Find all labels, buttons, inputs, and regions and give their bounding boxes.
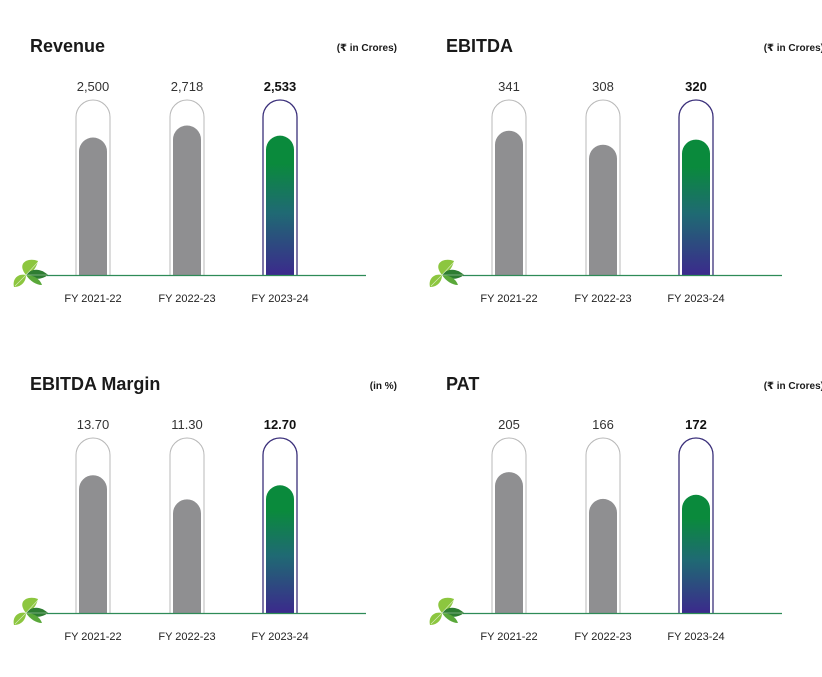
ebitda-chart: 341 FY 2021-22 308 FY 2022-23 320 FY 2023-24 bbox=[429, 79, 782, 305]
chart-title: EBITDA bbox=[446, 36, 513, 56]
value-label: 166 bbox=[592, 417, 614, 432]
pat-chart: 205 FY 2021-22 166 FY 2022-23 172 FY 2023-24 bbox=[429, 417, 782, 643]
value-label: 320 bbox=[685, 79, 707, 94]
chart-title: Revenue bbox=[30, 36, 106, 56]
revenue-chart: 2,500 FY 2021-22 2,718 FY 2022-23 2,533 FY 20… bbox=[13, 79, 366, 305]
chart-unit: (in %) bbox=[369, 381, 397, 392]
bar bbox=[266, 135, 294, 275]
category-label: FY 2021-22 bbox=[64, 631, 121, 643]
ebitda-margin-chart-panel: EBITDA Margin (in %) 13.70 FY 2021-22 11.3… bbox=[13, 374, 400, 674]
category-label: FY 2023-24 bbox=[251, 293, 308, 305]
chart-unit: (₹ in Crores) bbox=[763, 381, 822, 392]
pat-chart-panel: PAT (₹ in Crores) 205 FY 2021-22 166 FY 202… bbox=[429, 374, 822, 674]
leaf-icon bbox=[13, 259, 48, 287]
value-label: 2,500 bbox=[77, 79, 110, 94]
bar-outline bbox=[491, 99, 527, 275]
bar bbox=[173, 499, 201, 613]
category-label: FY 2022-23 bbox=[158, 631, 215, 643]
bar-outline bbox=[678, 99, 714, 275]
category-label: FY 2021-22 bbox=[480, 293, 537, 305]
bar bbox=[495, 472, 523, 613]
value-label: 13.70 bbox=[77, 417, 110, 432]
value-label: 172 bbox=[685, 417, 707, 432]
category-label: FY 2023-24 bbox=[251, 631, 308, 643]
bar-outline bbox=[75, 437, 111, 613]
value-label: 205 bbox=[498, 417, 520, 432]
revenue-chart-panel: Revenue (₹ in Crores) 2,500 FY 2021-22 2,7… bbox=[13, 36, 400, 336]
ebitda-margin-chart: 13.70 FY 2021-22 11.30 FY 2022-23 12.70 FY 20… bbox=[13, 417, 366, 643]
leaf-icon bbox=[13, 597, 48, 625]
category-label: FY 2022-23 bbox=[158, 293, 215, 305]
ebitda-chart-panel: EBITDA (₹ in Crores) 341 FY 2021-22 308 FY … bbox=[429, 36, 822, 336]
value-label: 12.70 bbox=[264, 417, 297, 432]
leaf-icon bbox=[429, 259, 464, 287]
category-label: FY 2021-22 bbox=[64, 293, 121, 305]
chart-title: PAT bbox=[446, 374, 480, 394]
category-label: FY 2023-24 bbox=[667, 293, 724, 305]
bar bbox=[79, 475, 107, 613]
bar bbox=[79, 137, 107, 275]
bar bbox=[589, 498, 617, 613]
bar-outline bbox=[169, 99, 205, 275]
value-label: 11.30 bbox=[171, 417, 203, 432]
value-label: 2,718 bbox=[171, 79, 204, 94]
bar bbox=[173, 125, 201, 275]
chart-title: EBITDA Margin bbox=[30, 374, 161, 394]
bar bbox=[266, 485, 294, 613]
bar bbox=[682, 139, 710, 275]
leaf-icon bbox=[429, 597, 464, 625]
category-label: FY 2021-22 bbox=[480, 631, 537, 643]
value-label: 2,533 bbox=[264, 79, 297, 94]
bar-outline bbox=[585, 437, 621, 613]
bar-outline bbox=[75, 99, 111, 275]
category-label: FY 2023-24 bbox=[667, 631, 724, 643]
bar-outline bbox=[585, 99, 621, 275]
value-label: 308 bbox=[592, 79, 614, 94]
category-label: FY 2022-23 bbox=[574, 293, 631, 305]
value-label: 341 bbox=[498, 79, 520, 94]
chart-unit: (₹ in Crores) bbox=[763, 43, 822, 54]
bar bbox=[589, 144, 617, 275]
category-label: FY 2022-23 bbox=[574, 631, 631, 643]
bar-outline bbox=[169, 437, 205, 613]
bar-outline bbox=[262, 437, 298, 613]
chart-unit: (₹ in Crores) bbox=[336, 43, 397, 54]
bar bbox=[495, 130, 523, 275]
bar bbox=[682, 494, 710, 613]
bar-outline bbox=[262, 99, 298, 275]
bar-outline bbox=[678, 437, 714, 613]
bar-outline bbox=[491, 437, 527, 613]
